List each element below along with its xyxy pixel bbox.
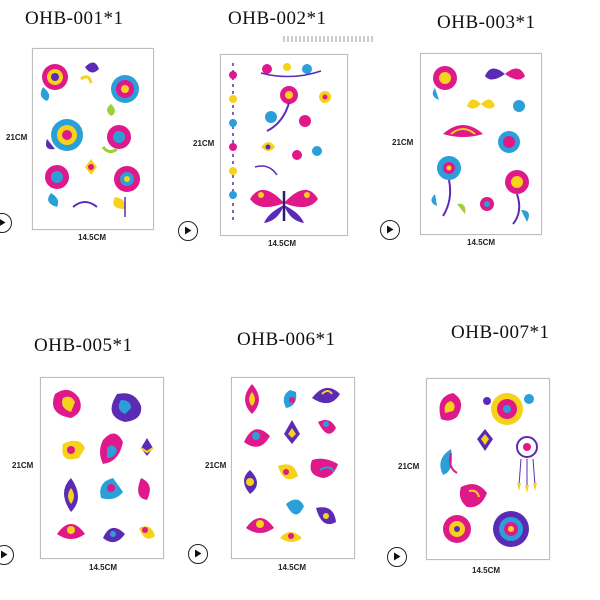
play-circle-icon[interactable] — [380, 220, 400, 240]
height-label: 21CM — [205, 461, 227, 470]
height-label: 21CM — [12, 461, 34, 470]
rose-tattoo-artwork — [40, 62, 140, 217]
tattoo-sheet[interactable] — [32, 48, 154, 230]
tattoo-sheet[interactable] — [426, 378, 550, 560]
tattoo-sheet[interactable] — [420, 53, 542, 235]
play-circle-icon[interactable] — [0, 213, 12, 233]
mandala-tattoo-artwork — [439, 393, 538, 547]
height-label: 21CM — [392, 138, 414, 147]
width-label: 14.5CM — [472, 566, 501, 575]
paisley-tattoo-artwork — [244, 384, 340, 542]
play-circle-icon[interactable] — [178, 221, 198, 241]
width-label: 14.5CM — [268, 239, 297, 248]
product-code: OHB-002*1 — [228, 8, 327, 29]
butterfly-tattoo-artwork — [229, 63, 331, 223]
width-label: 14.5CM — [89, 563, 118, 572]
play-circle-icon[interactable] — [0, 545, 14, 565]
rose-butterfly-tattoo-artwork — [431, 66, 529, 225]
decorative-strip — [283, 36, 373, 42]
height-label: 21CM — [398, 462, 420, 471]
width-label: 14.5CM — [78, 233, 107, 242]
tattoo-sheet[interactable] — [220, 54, 348, 236]
product-code: OHB-005*1 — [34, 335, 133, 356]
width-label: 14.5CM — [467, 238, 496, 247]
width-label: 14.5CM — [278, 563, 307, 572]
product-code: OHB-001*1 — [25, 8, 124, 29]
tattoo-sheet[interactable] — [40, 377, 164, 559]
product-code: OHB-006*1 — [237, 329, 336, 350]
product-code: OHB-007*1 — [451, 322, 550, 343]
play-circle-icon[interactable] — [387, 547, 407, 567]
height-label: 21CM — [6, 133, 28, 142]
paisley-tattoo-artwork — [53, 389, 155, 543]
play-circle-icon[interactable] — [188, 544, 208, 564]
product-code: OHB-003*1 — [437, 12, 536, 33]
height-label: 21CM — [193, 139, 215, 148]
tattoo-sheet[interactable] — [231, 377, 355, 559]
